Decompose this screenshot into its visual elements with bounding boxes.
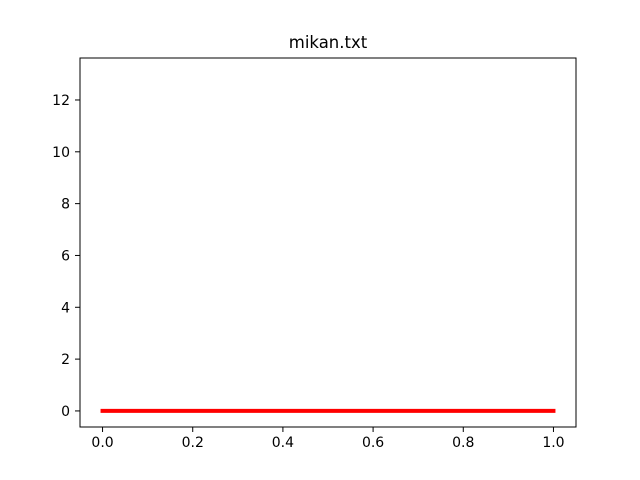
- x-tick-label: 0.8: [452, 435, 474, 451]
- x-tick-label: 0.6: [362, 435, 384, 451]
- x-tick-label: 0.2: [182, 435, 204, 451]
- plot-frame: [79, 57, 577, 428]
- y-tick-label: 0: [61, 404, 70, 420]
- ticks-layer: 0.0 0.2 0.4 0.6 0.8 1.0 0 2 4 6 8 10 12: [52, 93, 564, 451]
- y-tick-label: 10: [52, 145, 70, 161]
- y-tick-label: 12: [52, 93, 70, 109]
- x-tick-label: 1.0: [542, 435, 564, 451]
- y-tick-label: 4: [61, 300, 70, 316]
- y-tick-label: 8: [61, 197, 70, 213]
- chart-title: mikan.txt: [289, 33, 368, 52]
- y-tick-label: 6: [61, 248, 70, 264]
- y-tick-label: 2: [61, 352, 70, 368]
- x-tick-label: 0.4: [272, 435, 294, 451]
- x-tick-label: 0.0: [91, 435, 113, 451]
